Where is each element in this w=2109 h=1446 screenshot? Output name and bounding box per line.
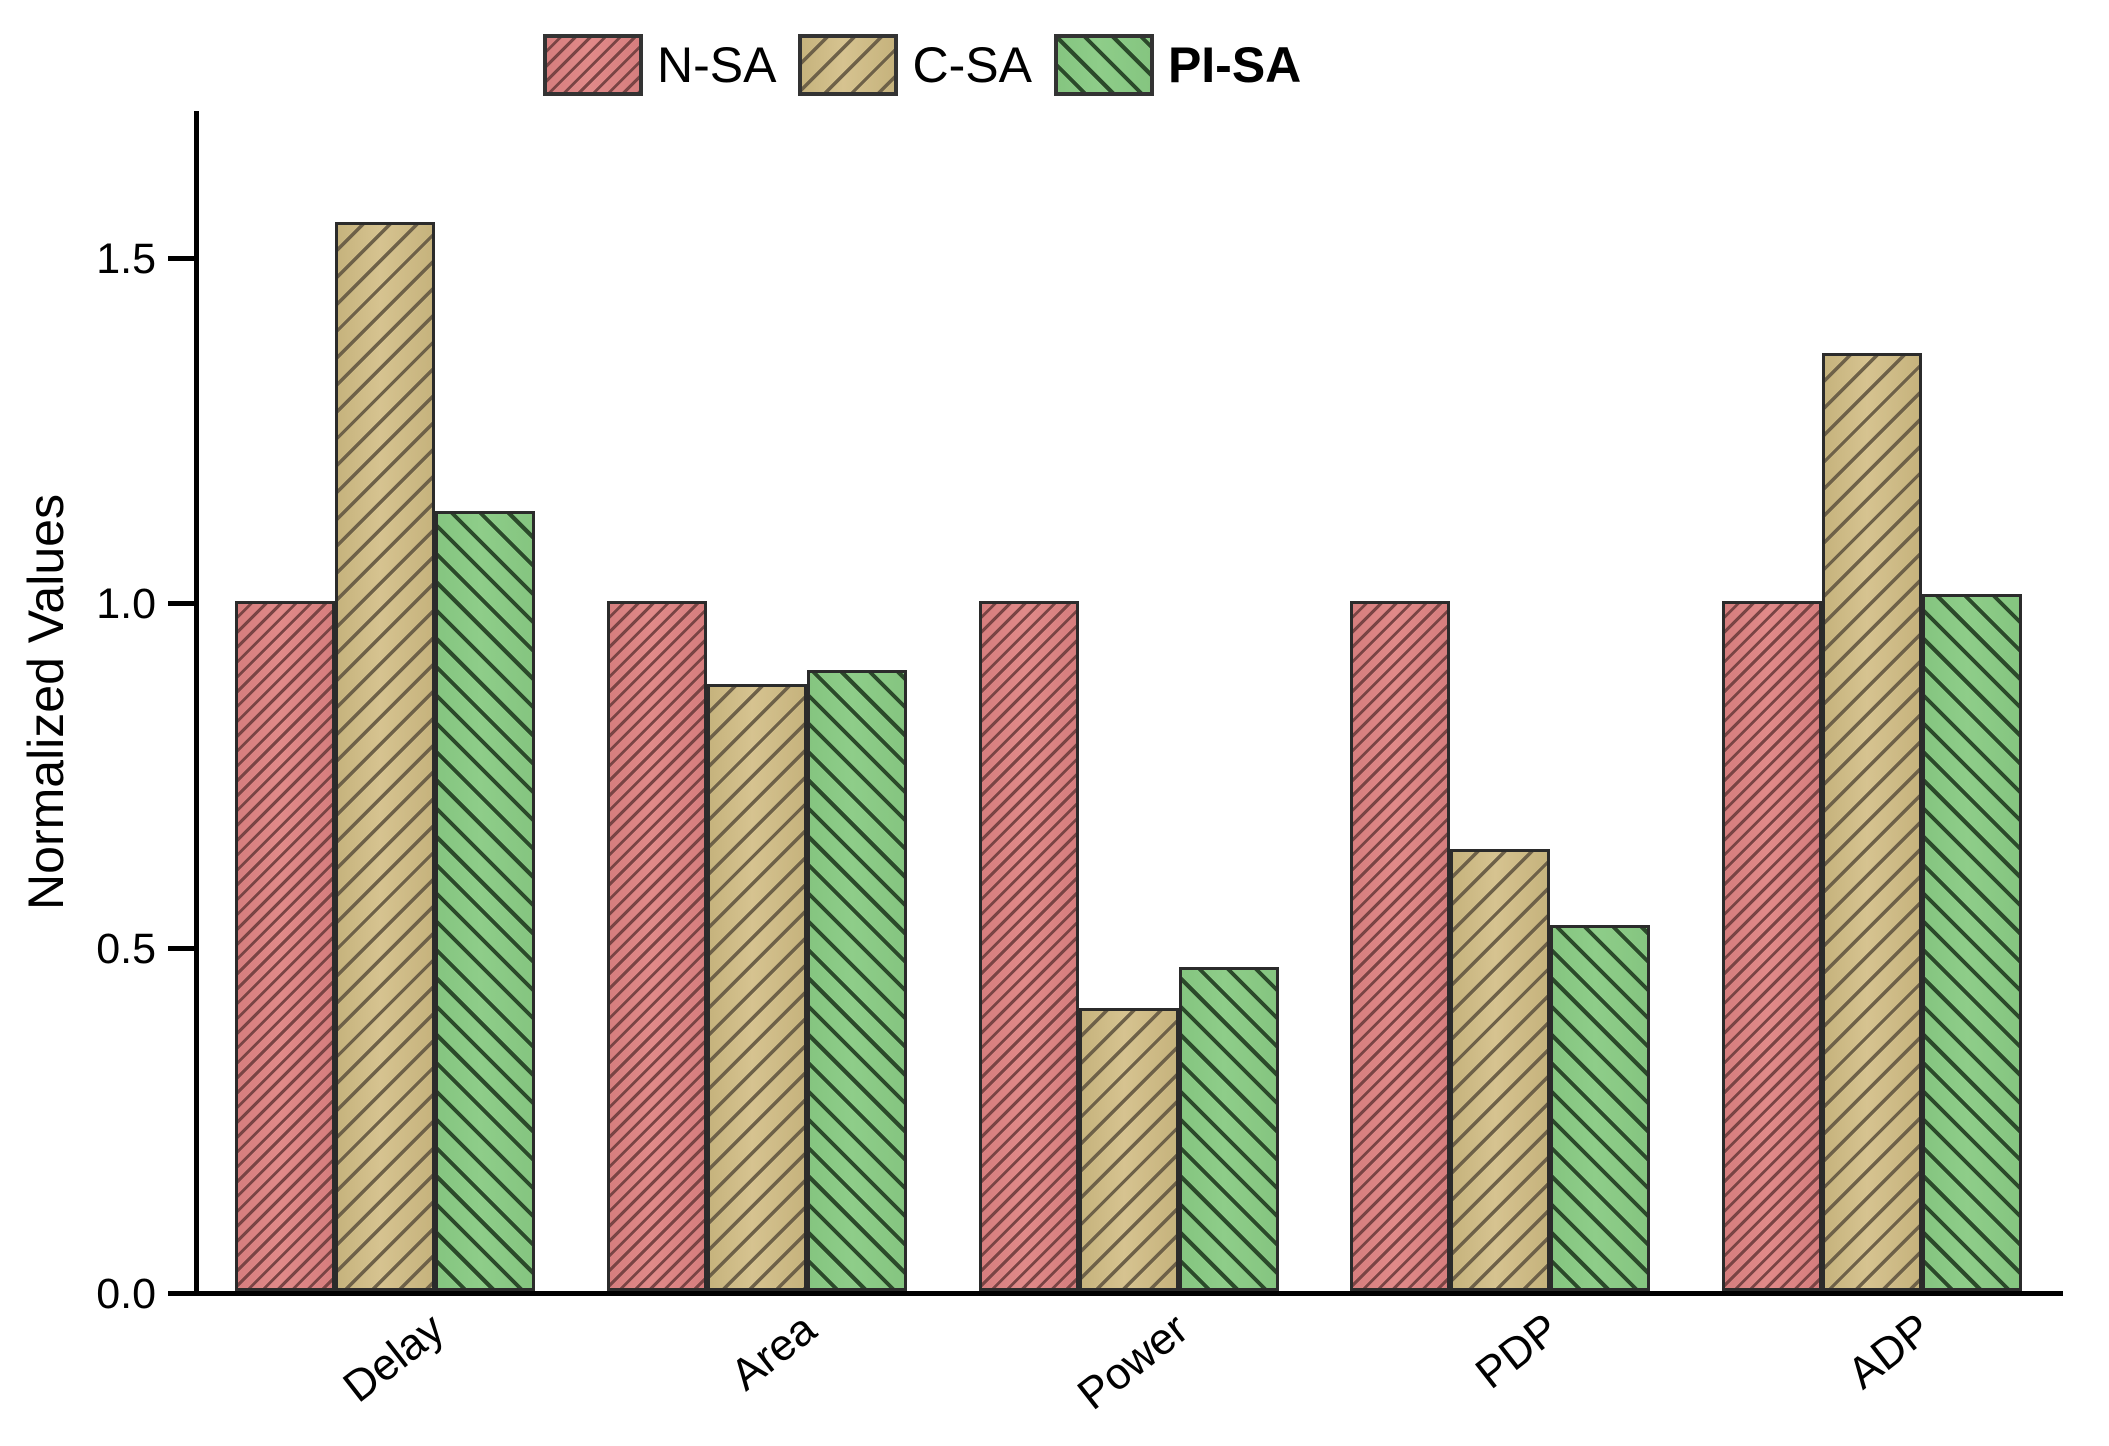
bar-power-pi-sa <box>1178 966 1279 1291</box>
bar-pdp-n-sa <box>1350 601 1451 1291</box>
legend-label-pi-sa: PI-SA <box>1167 37 1302 93</box>
bar-delay-n-sa <box>235 601 335 1291</box>
bar-adp-n-sa <box>1722 601 1822 1291</box>
y-tick-label-0.0: 0.0 <box>96 1269 156 1318</box>
x-axis-spine <box>170 1291 2063 1296</box>
y-tick-label-1.0: 1.0 <box>96 579 156 628</box>
y-tick-mark-0.5 <box>168 946 196 951</box>
bar-power-n-sa <box>978 601 1079 1291</box>
bar-area-pi-sa <box>806 670 907 1291</box>
legend-item-pi-sa: PI-SA <box>1053 34 1302 96</box>
bar-pdp-c-sa <box>1450 849 1551 1291</box>
legend-swatch-c-sa <box>798 34 899 96</box>
legend-swatch-pi-sa <box>1053 34 1154 96</box>
x-tick-label-delay: Delay <box>334 1304 454 1412</box>
bar-delay-c-sa <box>335 221 435 1291</box>
bar-area-c-sa <box>706 683 807 1291</box>
bar-adp-c-sa <box>1822 352 1922 1291</box>
x-tick-label-area: Area <box>721 1304 825 1400</box>
x-tick-label-power: Power <box>1068 1304 1197 1420</box>
bar-pdp-pi-sa <box>1550 925 1651 1291</box>
y-tick-mark-1.0 <box>168 601 196 606</box>
y-tick-mark-0.0 <box>168 1291 196 1296</box>
bar-area-n-sa <box>606 601 707 1291</box>
y-tick-label-0.5: 0.5 <box>96 924 156 973</box>
y-tick-mark-1.5 <box>168 256 196 261</box>
legend-label-c-sa: C-SA <box>912 37 1032 93</box>
x-tick-label-pdp: PDP <box>1466 1304 1569 1399</box>
y-axis-title: Normalized Values <box>18 494 74 910</box>
legend-item-c-sa: C-SA <box>798 34 1032 96</box>
legend-swatch-n-sa <box>543 34 643 96</box>
bar-power-c-sa <box>1078 1008 1179 1291</box>
legend: N-SA C-SA PI-SA <box>543 34 1323 96</box>
bar-delay-pi-sa <box>435 511 535 1291</box>
legend-item-n-sa: N-SA <box>543 34 776 96</box>
x-tick-label-adp: ADP <box>1838 1304 1941 1399</box>
bar-adp-pi-sa <box>1922 594 2022 1291</box>
y-tick-label-1.5: 1.5 <box>96 234 156 283</box>
y-axis-spine <box>194 111 199 1296</box>
legend-label-n-sa: N-SA <box>657 37 777 93</box>
